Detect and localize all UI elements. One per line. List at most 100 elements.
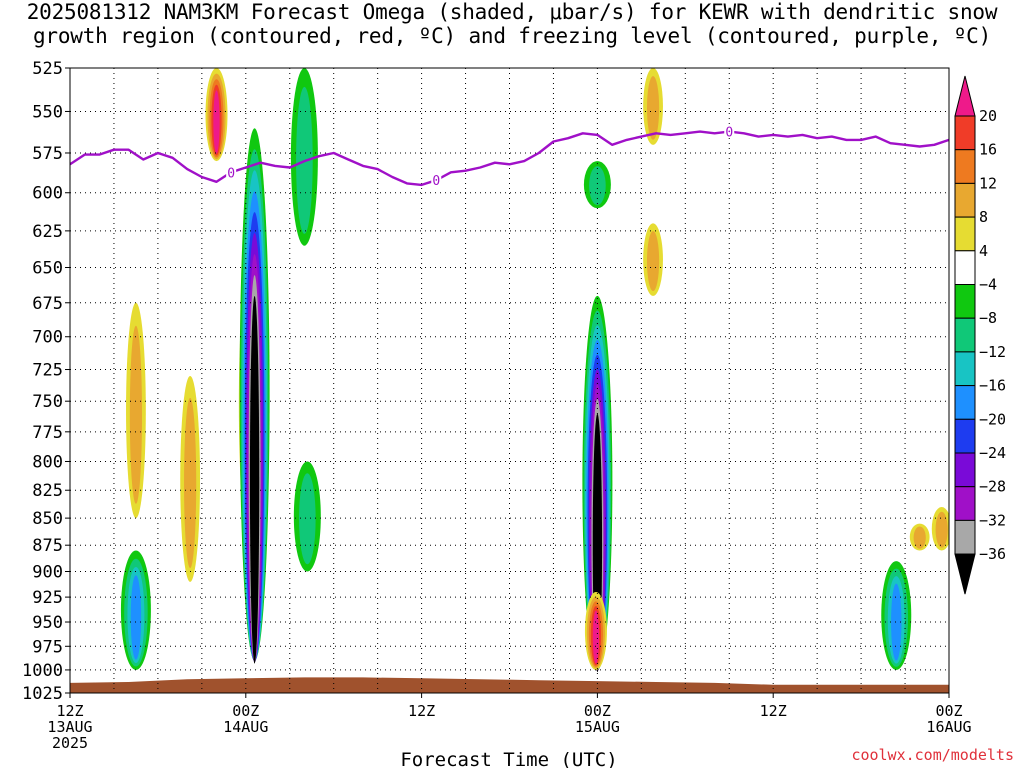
colorbar-tick-label: −16 [979,377,1006,395]
colorbar-tick-label: −20 [979,410,1006,428]
colorbar-tick-label: −32 [979,511,1006,529]
x-tick-label: 15AUG [575,718,620,736]
omega-contour [589,166,606,206]
colorbar-tick-label: 4 [979,242,988,260]
colorbar-swatch [954,385,976,420]
y-tick-label: 850 [32,509,63,529]
y-tick-label: 1025 [22,684,63,704]
colorbar-swatch [954,149,976,184]
y-tick-label: 625 [32,222,63,242]
colorbar-swatch [954,486,976,521]
plot-frame [69,67,950,694]
x-tick-label: 13AUG [47,718,92,736]
y-tick-label: 875 [32,536,63,556]
freezing-level-label: 0 [432,174,440,189]
terrain-fill [70,677,949,693]
omega-feature [126,302,146,519]
x-tick-label: 2025 [52,734,88,752]
freezing-level-label-bg [226,165,237,179]
colorbar-tick-label: 12 [979,174,997,192]
colorbar-tick-label: −4 [979,276,997,294]
freezing-level-contour: 0 0 0 [70,124,949,189]
freezing-level-label-bg [431,173,442,187]
y-tick-label: 700 [32,328,63,348]
colorbar-tick-label: −28 [979,478,1006,496]
freezing-level-line [70,130,949,187]
y-tick-label: 550 [32,102,63,122]
x-tick-label: 12Z [760,702,787,720]
y-tick-label: 950 [32,613,63,633]
omega-contour [184,397,197,569]
colorbar-tick-label: 8 [979,208,988,226]
omega-contour [299,473,316,565]
omega-contour [646,231,660,292]
x-tick-label: 14AUG [223,718,268,736]
x-tick-label: 00Z [232,702,259,720]
y-axis: 525 550 575 600 625 650 675 700 725 750 775 800 825 8… [22,59,70,704]
omega-feature [643,223,663,296]
colorbar-swatch [954,284,976,319]
y-tick-label: 900 [32,563,63,583]
omega-contour [592,610,600,664]
omega-feature [909,523,930,551]
y-tick-label: 575 [32,144,63,164]
colorbar-swatch [954,553,976,595]
omega-feature [205,68,228,162]
colorbar-tick-label: −36 [979,545,1006,563]
omega-contour [129,325,143,504]
colorbar-tick-label: −12 [979,343,1006,361]
omega-contour [213,90,220,154]
x-axis-title: Forecast Time (UTC) [400,749,617,768]
omega-feature [643,68,663,145]
colorbar-swatch [954,519,976,555]
y-tick-label: 800 [32,452,63,472]
colorbar-tick-label: −8 [979,309,997,327]
y-tick-label: 975 [32,637,63,657]
credit-text: coolwx.com/modelts [851,746,1014,764]
terrain [70,677,949,693]
x-tick-label: 12Z [56,702,83,720]
grid-lines [69,67,950,694]
omega-feature [120,550,151,670]
freezing-level-label: 0 [725,126,733,141]
x-tick-label: 12Z [408,702,435,720]
omega-feature [931,507,949,551]
omega-contour [252,337,257,664]
omega-contour [891,583,902,661]
omega-feature [881,561,912,670]
chart-title-line-2: growth region (contoured, red, ºC) and f… [32,24,992,48]
x-tick-label: 00Z [935,702,962,720]
omega-feature [584,592,607,670]
colorbar-swatch [954,317,976,353]
colorbar-swatch [954,452,976,488]
y-tick-label: 725 [32,361,63,381]
y-tick-label: 1000 [22,661,63,681]
omega-contour [913,526,926,549]
colorbar-tick-label: 16 [979,141,997,159]
colorbar-swatch [954,418,976,454]
omega-contour [935,511,948,548]
colorbar-swatch [954,182,976,218]
colorbar-tick-label: 20 [979,107,997,125]
omega-feature [180,375,201,582]
chart-title-line-1: 2025081312 NAM3KM Forecast Omega (shaded… [26,0,998,24]
omega-feature [239,128,270,664]
y-tick-label: 825 [32,481,63,501]
y-tick-label: 925 [32,588,63,608]
x-tick-label: 00Z [584,702,611,720]
omega-feature [583,161,611,209]
freezing-level-label: 0 [227,166,235,181]
colorbar-swatch [954,351,976,387]
colorbar-tick-label: −24 [979,444,1006,462]
colorbar-swatch [954,250,976,286]
colorbar-swatch [954,75,976,117]
y-tick-label: 675 [32,294,63,314]
x-tick-label: 16AUG [926,718,971,736]
omega-contour [130,575,142,660]
colorbar: 20 16 12 8 4 −4 −8 −12 −16 −20 −24 −28 −32 −36 [954,75,1006,595]
y-tick-label: 525 [32,59,63,79]
omega-feature [293,461,321,572]
freezing-level-label-bg [724,124,735,138]
